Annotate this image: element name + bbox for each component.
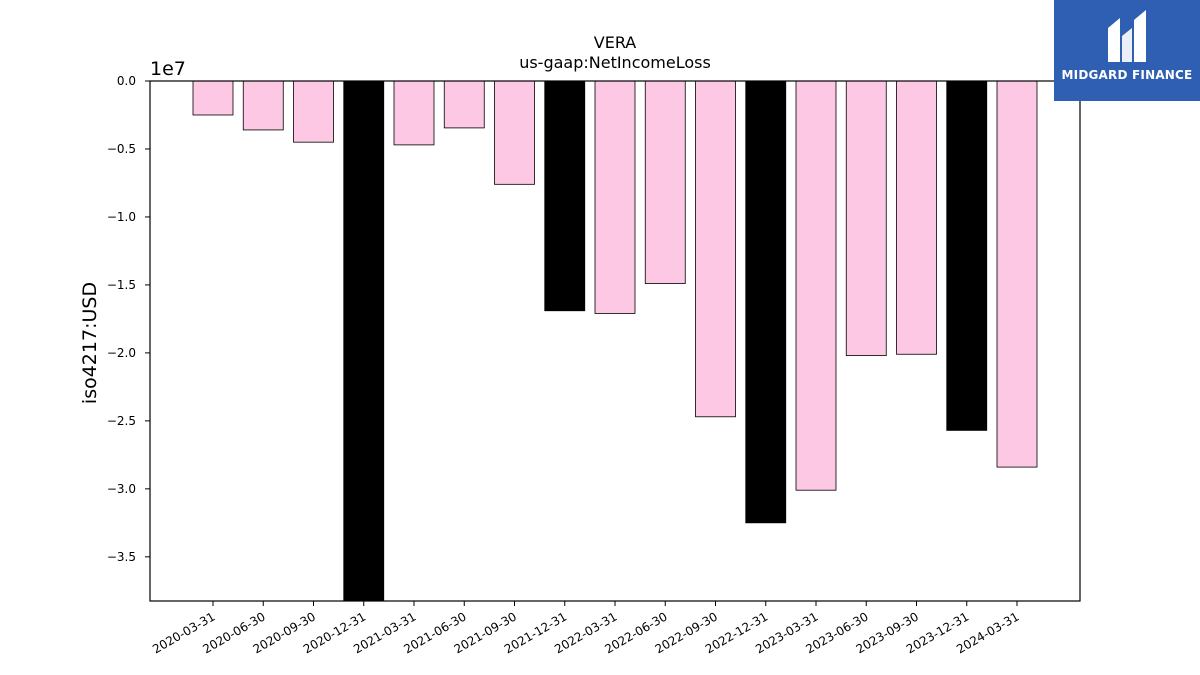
brand-name: MIDGARD FINANCE [1061, 68, 1193, 82]
brand-logo: MIDGARD FINANCE [1054, 0, 1200, 101]
bar-2022-12-31 [745, 80, 787, 524]
y-tick-label: −1.0 [107, 210, 136, 224]
bar-2024-03-31 [996, 80, 1038, 468]
bar-2020-06-30 [242, 80, 284, 131]
y-tick-label: −2.0 [107, 346, 136, 360]
y-tick-label: −0.5 [107, 142, 136, 156]
plot-frame [149, 80, 1081, 602]
bar-2020-09-30 [293, 80, 334, 143]
bar-2020-03-31 [192, 80, 234, 116]
y-tick-label: −3.5 [107, 550, 136, 564]
bar-2020-12-31 [343, 80, 385, 602]
chart-subtitle: us-gaap:NetIncomeLoss [519, 53, 711, 72]
bar-series [192, 80, 1038, 602]
bar-2023-03-31 [795, 80, 837, 491]
midgard-logo-icon [1108, 10, 1146, 62]
bar-2022-09-30 [695, 80, 736, 418]
bar-2021-09-30 [494, 80, 535, 185]
bar-2021-12-31 [544, 80, 586, 312]
bar-2021-03-31 [393, 80, 435, 146]
y-offset-text: 1e7 [150, 58, 186, 80]
y-tick-label: −3.0 [107, 482, 136, 496]
bar-2022-06-30 [644, 80, 686, 284]
bar-2021-06-30 [443, 80, 485, 129]
bar-2023-06-30 [845, 80, 887, 357]
bar-2023-09-30 [896, 80, 937, 355]
y-axis-label: iso4217:USD [79, 282, 101, 404]
x-axis-ticks: 2020-03-312020-06-302020-09-302020-12-31… [150, 601, 1022, 656]
y-tick-label: 0.0 [117, 74, 136, 88]
chart-title: VERA [594, 33, 637, 52]
y-axis-ticks: 0.0 −0.5 −1.0 −1.5 −2.0 −2.5 −3.0 −3.5 [107, 74, 150, 564]
y-tick-label: −2.5 [107, 414, 136, 428]
bar-2022-03-31 [594, 80, 636, 314]
bar-2023-12-31 [946, 80, 988, 431]
y-tick-label: −1.5 [107, 278, 136, 292]
